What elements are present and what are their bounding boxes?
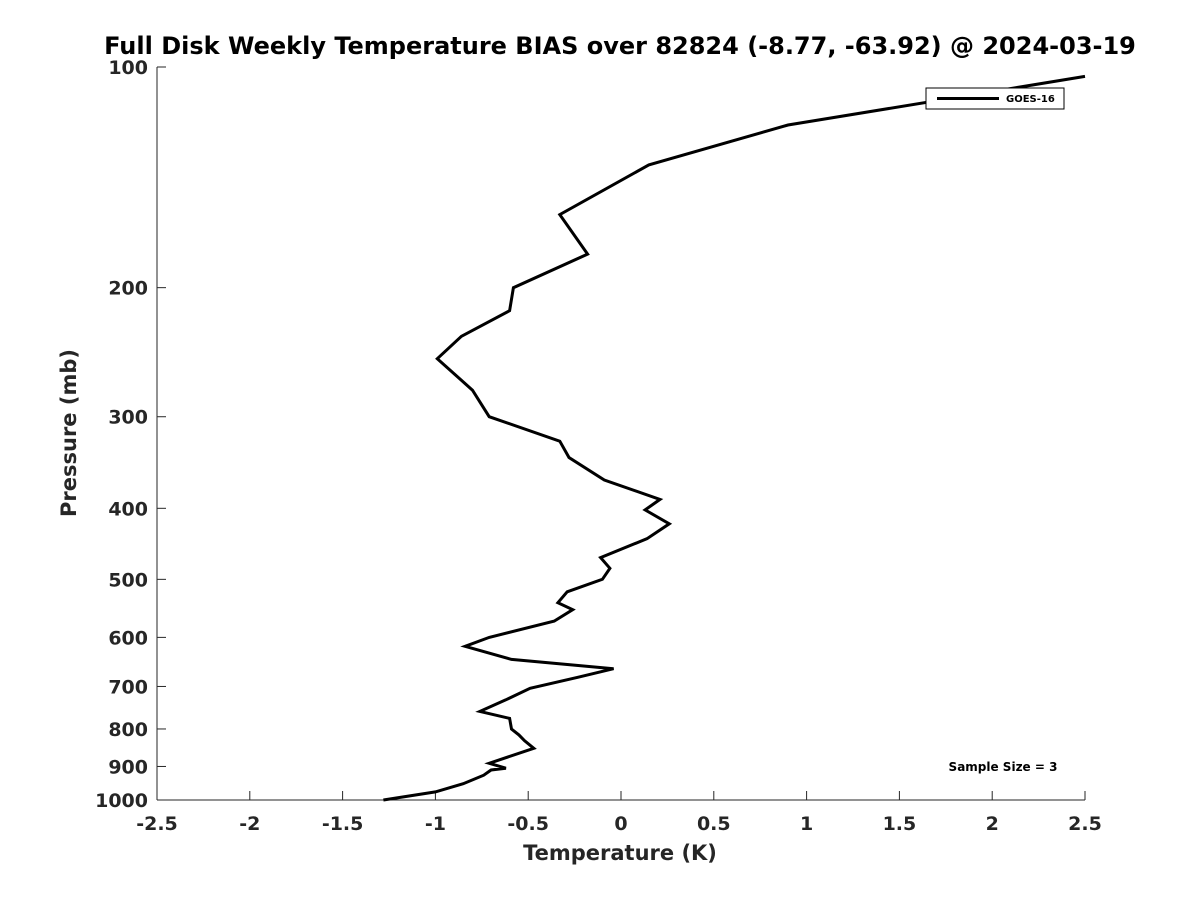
x-tick-label: 2 (986, 813, 999, 835)
axes: -2.5 -2 -1.5 -1 -0.5 0 0.5 1 1.5 2 2.5 100 200 300 400… (95, 57, 1102, 835)
y-tick-label: 700 (108, 676, 148, 698)
sample-size-annotation: Sample Size = 3 (949, 760, 1058, 774)
x-tick-label: 0.5 (697, 813, 731, 835)
chart-title: Full Disk Weekly Temperature BIAS over 8… (104, 32, 1136, 60)
x-tick-label: -1.5 (322, 813, 364, 835)
y-tick-label: 100 (108, 57, 148, 79)
x-axis-label: Temperature (K) (523, 841, 717, 865)
x-tick-label: 0 (614, 813, 627, 835)
series-group (383, 74, 1086, 802)
legend-label-goes-16: GOES-16 (1006, 94, 1055, 105)
series-line-goes-16 (383, 74, 1086, 802)
x-tick-label: -2 (239, 813, 260, 835)
y-tick-label: 1000 (95, 790, 148, 812)
x-tick-label: -1 (425, 813, 446, 835)
legend: GOES-16 (925, 87, 1065, 110)
x-tick-label: 2.5 (1068, 813, 1102, 835)
x-tick-label: -0.5 (507, 813, 549, 835)
x-tick-label: 1.5 (883, 813, 917, 835)
x-tick-label: 1 (800, 813, 813, 835)
y-tick-label: 500 (108, 569, 148, 591)
y-tick-label: 600 (108, 627, 148, 649)
y-tick-label: 300 (108, 407, 148, 429)
y-tick-label: 400 (108, 498, 148, 520)
x-tick-label: -2.5 (136, 813, 178, 835)
y-tick-label: 200 (108, 278, 148, 300)
y-tick-label: 900 (108, 756, 148, 778)
y-tick-label: 800 (108, 719, 148, 741)
y-axis-label: Pressure (mb) (57, 349, 81, 517)
